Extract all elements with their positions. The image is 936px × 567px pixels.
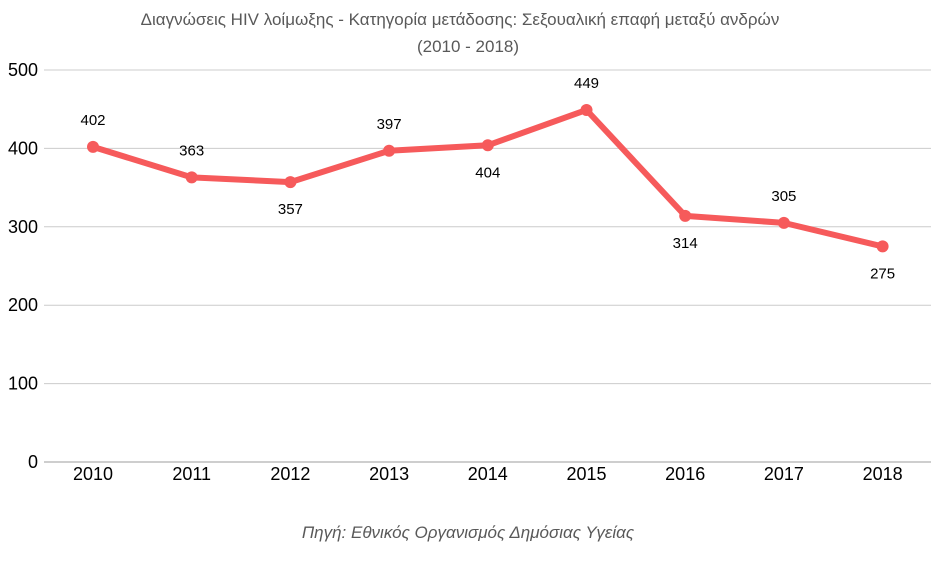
data-label-2014: 404 bbox=[475, 164, 500, 181]
data-label-2018: 275 bbox=[870, 265, 895, 282]
data-point-2010 bbox=[87, 140, 99, 153]
x-tick-label: 2012 bbox=[270, 464, 310, 484]
y-tick-label: 100 bbox=[8, 374, 38, 394]
data-label-2016: 314 bbox=[673, 235, 698, 252]
data-point-2014 bbox=[481, 139, 494, 152]
data-label-2012: 357 bbox=[278, 201, 303, 218]
x-tick-label: 2018 bbox=[863, 464, 903, 484]
data-label-2017: 305 bbox=[771, 188, 796, 205]
data-label-2013: 397 bbox=[377, 116, 402, 133]
series-line-group bbox=[87, 103, 889, 253]
data-point-2018 bbox=[876, 240, 889, 253]
y-tick-label: 0 bbox=[28, 452, 38, 472]
chart-title: Διαγνώσεις HIV λοίμωξης - Κατηγορία μετά… bbox=[140, 10, 780, 29]
data-point-2013 bbox=[383, 144, 396, 157]
x-tick-label: 2016 bbox=[665, 464, 705, 484]
x-tick-label: 2013 bbox=[369, 464, 409, 484]
axes: 0 100 200 300 400 500 2010 2011 2012 2013 2014 2015… bbox=[8, 60, 931, 484]
source-note: Πηγή: Εθνικός Οργανισμός Δημόσιας Υγείας bbox=[301, 523, 635, 542]
x-tick-label: 2017 bbox=[764, 464, 804, 484]
data-label-2011: 363 bbox=[179, 142, 204, 159]
data-point-2017 bbox=[777, 216, 790, 229]
chart-subtitle: (2010 - 2018) bbox=[416, 37, 520, 56]
data-point-2016 bbox=[679, 209, 692, 222]
data-point-2012 bbox=[284, 176, 297, 189]
x-tick-label: 2011 bbox=[172, 464, 211, 484]
data-point-2015 bbox=[580, 103, 593, 116]
data-point-2011 bbox=[185, 171, 198, 184]
y-tick-label: 400 bbox=[8, 138, 38, 158]
x-tick-label: 2015 bbox=[566, 464, 606, 484]
x-tick-label: 2014 bbox=[468, 464, 508, 484]
data-labels: 402 363 357 397 404 449 314 305 275 bbox=[80, 75, 895, 282]
data-label-2015: 449 bbox=[574, 75, 599, 92]
x-tick-label: 2010 bbox=[73, 464, 113, 484]
data-label-2010: 402 bbox=[80, 112, 105, 129]
y-tick-label: 300 bbox=[8, 217, 38, 237]
y-tick-label: 200 bbox=[8, 295, 38, 315]
y-tick-label: 500 bbox=[8, 60, 38, 80]
